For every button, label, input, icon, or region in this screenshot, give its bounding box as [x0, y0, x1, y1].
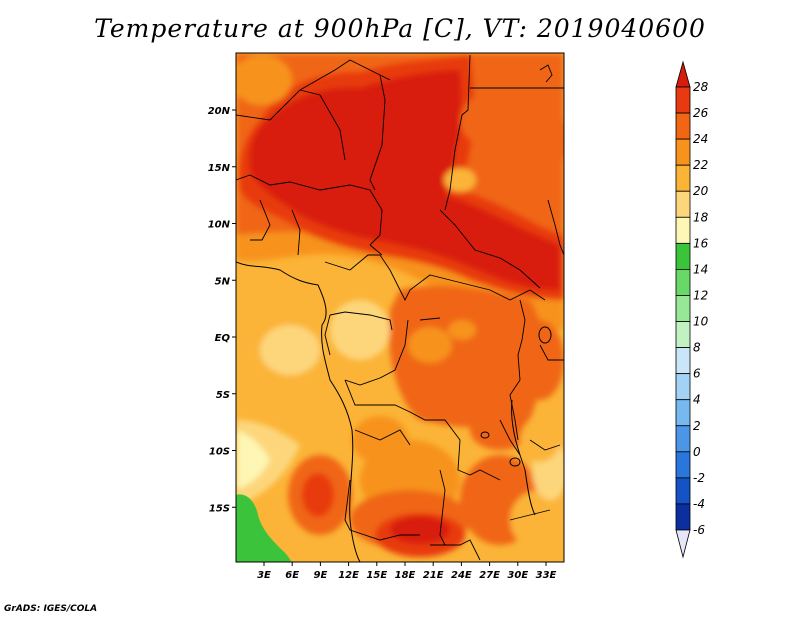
lon-tick-label: 33E: [536, 570, 557, 581]
lat-tick-label: EQ: [215, 333, 231, 344]
lon-tick-label: 27E: [479, 570, 500, 581]
colorbar-segment: [675, 477, 691, 505]
lon-tick-label: 24E: [451, 570, 472, 581]
lat-tick-label: 15S: [209, 503, 230, 514]
colorbar-label: 14: [693, 262, 708, 276]
colorbar-label: 10: [693, 315, 709, 329]
lon-tick-label: 18E: [395, 570, 416, 581]
coastline: [236, 261, 361, 562]
colorbar-label: 18: [693, 210, 709, 224]
colorbar-segment: [675, 321, 691, 348]
lon-tick-label: 30E: [507, 570, 528, 581]
lon-tick-label: 3E: [257, 570, 271, 581]
colorbar-segment: [675, 138, 691, 166]
colorbar-label: 26: [693, 106, 709, 120]
colorbar-segment: [675, 112, 691, 140]
map-frame: [235, 52, 565, 563]
colorbar-segment: [675, 451, 691, 479]
lon-tick-label: 21E: [423, 570, 444, 581]
colorbar-label: 28: [693, 80, 709, 94]
lon-tick-label: 15E: [366, 570, 387, 581]
colorbar-segment: [675, 295, 691, 322]
colorbar-segment: [675, 503, 691, 531]
colorbar-label: -2: [693, 471, 705, 485]
country-borders: [236, 54, 564, 561]
colorbar-top-triangle: [675, 60, 691, 88]
lat-tick-label: 10N: [208, 220, 231, 231]
colorbar-label: 24: [693, 132, 708, 146]
longitude-axis: 3E 6E 9E 12E 15E 18E 21E 24E 27E 30E 33E: [257, 562, 557, 581]
colorbar-label: 0: [693, 445, 701, 459]
colorbar-label: 2: [693, 419, 701, 433]
colorbar-label: 22: [693, 158, 708, 172]
colorbar-segment: [675, 164, 691, 192]
credit-text: GrADS: IGES/COLA: [4, 604, 98, 614]
colorbar-bottom-triangle: [675, 529, 691, 559]
colorbar-label: -4: [693, 497, 705, 511]
colorbar-label: -6: [693, 523, 705, 537]
temperature-field: [236, 53, 564, 562]
colorbar-segment: [675, 216, 691, 244]
colorbar-label: 4: [693, 393, 701, 407]
lakes: [419, 317, 552, 516]
lat-tick-label: 5S: [216, 390, 230, 401]
lon-tick-label: 12E: [338, 570, 359, 581]
colorbar-segment: [675, 190, 691, 218]
colorbar-segment: [675, 347, 691, 375]
colorbar-segment: [675, 399, 691, 427]
lat-tick-label: 10S: [209, 447, 230, 458]
map-title: Temperature at 900hPa [C], VT: 201904060…: [94, 14, 706, 43]
colorbar-label: 6: [693, 367, 701, 381]
lat-tick-label: 20N: [208, 106, 231, 117]
lat-tick-label: 5N: [215, 276, 231, 287]
lat-tick-label: 15N: [208, 163, 231, 174]
colorbar-segment: [675, 242, 691, 270]
latitude-axis: 20N 15N 10N 5N EQ 5S 10S 15S: [208, 106, 236, 514]
colorbar-segment: [675, 86, 691, 114]
lon-tick-label: 9E: [314, 570, 328, 581]
colorbar-label: 20: [693, 184, 709, 198]
colorbar-label: 12: [693, 288, 708, 302]
colorbar-label: 8: [693, 341, 701, 355]
colorbar-segment: [675, 373, 691, 401]
colorbar-label: 16: [693, 236, 709, 250]
colorbar-segment: [675, 269, 691, 296]
lon-tick-label: 6E: [285, 570, 299, 581]
colorbar-segment: [675, 425, 691, 453]
